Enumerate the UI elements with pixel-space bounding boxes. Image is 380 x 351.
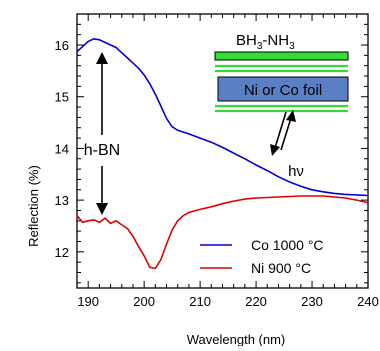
legend: Co 1000 °C Ni 900 °C	[200, 237, 324, 276]
y-tick-label: 15	[55, 90, 69, 105]
photon-label: hν	[288, 163, 304, 180]
photon-incident-arrow	[274, 111, 287, 149]
y-axis-label: Reflection (%)	[26, 165, 41, 247]
y-tick-label: 14	[55, 141, 69, 156]
axis-ticks	[76, 13, 369, 288]
hbn-label: h-BN	[84, 142, 120, 159]
hbn-arrowhead-down	[96, 203, 108, 215]
y-tick-label: 16	[55, 38, 69, 53]
x-tick-label: 210	[189, 294, 211, 309]
series-line-co	[76, 37, 369, 197]
hbn-annotation: h-BN	[84, 52, 120, 215]
x-tick-label: 230	[301, 294, 323, 309]
inset-schematic: BH3-NH3 Ni or Co foil hν	[214, 32, 349, 180]
y-tick-label: 12	[55, 245, 69, 260]
y-tick-label: 13	[55, 193, 69, 208]
foil-label: Ni or Co foil	[244, 82, 322, 99]
foil-block	[217, 76, 349, 102]
x-tick-label: 220	[245, 294, 267, 309]
legend-label-co: Co 1000 °C	[251, 237, 324, 253]
hbn-arrowhead-up	[96, 52, 108, 64]
x-tick-label: 240	[357, 294, 379, 309]
photon-reflected-arrow	[280, 117, 292, 151]
tick-labels: 190 200 210 220 230 240 12 13 14 15 16	[55, 38, 379, 309]
photon-incident-head	[270, 144, 280, 156]
x-tick-label: 190	[77, 294, 99, 309]
x-axis-label: Wavelength (nm)	[187, 332, 286, 346]
photon-reflected-head	[286, 110, 296, 122]
precursor-label: BH3-NH3	[236, 32, 295, 52]
series-line-ni	[76, 195, 369, 270]
x-tick-label: 200	[133, 294, 155, 309]
precursor-layer	[214, 51, 349, 61]
legend-label-ni: Ni 900 °C	[251, 260, 311, 276]
